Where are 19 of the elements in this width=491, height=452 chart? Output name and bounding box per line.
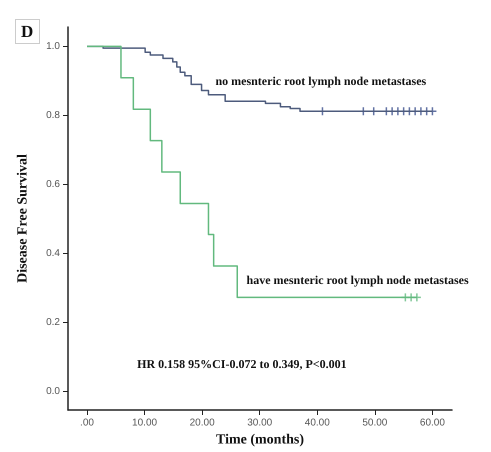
x-tick-label: 60.00 — [420, 418, 446, 428]
x-tick-label: 40.00 — [304, 418, 330, 428]
y-tick-label: 0.0 — [46, 386, 60, 398]
y-tick-label: 0.4 — [46, 248, 60, 260]
y-tick-label: 0.6 — [46, 178, 60, 190]
annotation: HR 0.158 95%CI-0.072 to 0.349, P<0.001 — [137, 357, 347, 372]
annotation: no mesnteric root lymph node metastases — [215, 74, 427, 88]
annotation: have mesnteric root lymph node metastases — [246, 273, 469, 288]
y-axis-title: Disease Free Survival — [16, 154, 30, 283]
chart-title: D — [21, 22, 34, 41]
x-axis-title: Time (months) — [216, 432, 304, 448]
x-tick-label: 30.00 — [247, 418, 273, 428]
x-tick-label: 10.00 — [132, 418, 158, 428]
y-tick-label: 0.2 — [46, 317, 60, 328]
x-tick-label: 50.00 — [362, 418, 388, 428]
y-tick-label: 1.0 — [46, 40, 60, 52]
x-tick-label: .00 — [80, 418, 94, 428]
y-tick-label: 0.8 — [46, 110, 60, 121]
x-tick-label: 20.00 — [190, 418, 216, 428]
